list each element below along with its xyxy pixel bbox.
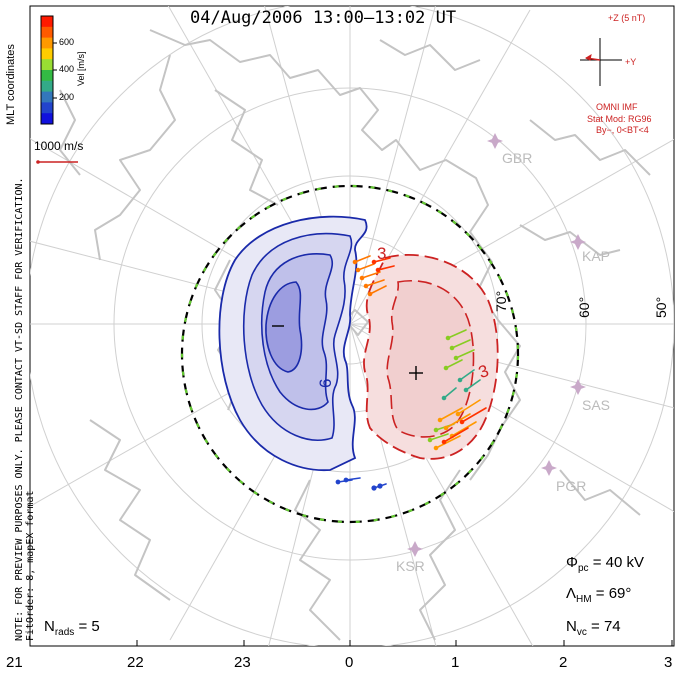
- imf-stat-model: Stat Mod: RG96: [587, 114, 652, 124]
- latitude-label-60: 60°: [576, 296, 592, 318]
- colorbar-segment: [41, 16, 53, 28]
- stat-n-rads: Nrads = 5: [44, 618, 100, 638]
- mlt-axis-22: 22: [127, 654, 144, 671]
- imf-clock-dial: [580, 38, 622, 86]
- scale-vector: [36, 160, 78, 164]
- colorbar-segment: [41, 80, 53, 93]
- colorbar-segment: [41, 102, 53, 114]
- colorbar-tick-600: 600: [59, 37, 75, 47]
- preview-note: NOTE: FOR PREVIEW PURPOSES ONLY. PLEASE …: [14, 177, 25, 641]
- mlt-axis-ticks: [29, 640, 673, 646]
- stat-phi-pc: Φpc = 40 kV: [566, 554, 644, 574]
- velocity-colorbar: [41, 16, 53, 125]
- radar-label-gbr: GBR: [502, 150, 533, 166]
- colorbar-segment: [41, 37, 53, 49]
- mlt-axis-1: 1: [451, 654, 460, 671]
- colorbar-segment: [41, 91, 53, 103]
- radar-label-sas: SAS: [582, 397, 611, 413]
- mlt-axis-21: 21: [6, 654, 23, 671]
- plot-frame: [29, 5, 675, 647]
- coastlines: [59, 29, 651, 641]
- imf-bz-label: +Z (5 nT): [608, 13, 646, 23]
- contour-label-pos-top: 3: [377, 244, 387, 263]
- colorbar-segment: [41, 26, 53, 39]
- mlt-axis-0: 0: [345, 654, 354, 671]
- colorbar-segment: [41, 113, 53, 125]
- scale-vector-label: 1000 m/s: [34, 139, 84, 153]
- latitude-label-70: 70°: [493, 290, 509, 312]
- colorbar-tick-200: 200: [59, 92, 75, 102]
- radar-label-pgr: PGR: [556, 478, 587, 494]
- colorbar-segment: [41, 70, 53, 82]
- hmb-boundary-green: [180, 184, 520, 524]
- mlt-coordinates-label: MLT coordinates: [5, 44, 17, 125]
- stat-phi-pc-value: = 40 kV: [592, 554, 644, 571]
- colorbar-tick-400: 400: [59, 64, 75, 74]
- radar-label-ksr: KSR: [396, 558, 425, 574]
- stat-n-rads-value: = 5: [78, 618, 100, 635]
- velocity-vectors: [335, 255, 487, 491]
- mlt-axis-2: 2: [559, 654, 568, 671]
- imf-by-label: +Y: [625, 57, 637, 67]
- colorbar-segment: [41, 48, 53, 60]
- radar-markers: [407, 133, 586, 557]
- map-title: 04/Aug/2006 13:00–13:02 UT: [190, 8, 457, 28]
- stat-lambda-hm: ΛHM = 69°: [566, 585, 632, 605]
- colorbar-label: Vel [m/s]: [76, 51, 86, 86]
- colorbar-segment: [41, 59, 53, 71]
- contour-label-neg: 6: [316, 378, 335, 388]
- imf-conditions: By−, 0<BT<4: [596, 125, 649, 135]
- radar-label-kap: KAP: [582, 248, 611, 264]
- colorbar-ticks: [53, 42, 57, 99]
- fit-order-note: FitOrder: 8, mapEX format: [25, 490, 36, 641]
- mlt-axis-23: 23: [234, 654, 251, 671]
- potential-extrema: [272, 325, 423, 380]
- mlt-axis-3: 3: [664, 654, 673, 671]
- dusk-convection-cell: [218, 215, 368, 472]
- stat-n-vc-value: = 74: [591, 618, 621, 635]
- latitude-label-50: 50°: [653, 296, 669, 318]
- stat-n-vc: Nvc = 74: [566, 618, 621, 638]
- stat-lambda-hm-value: = 69°: [595, 585, 632, 602]
- dawn-convection-cell: [363, 254, 499, 460]
- imf-omni-label: OMNI IMF: [596, 102, 638, 112]
